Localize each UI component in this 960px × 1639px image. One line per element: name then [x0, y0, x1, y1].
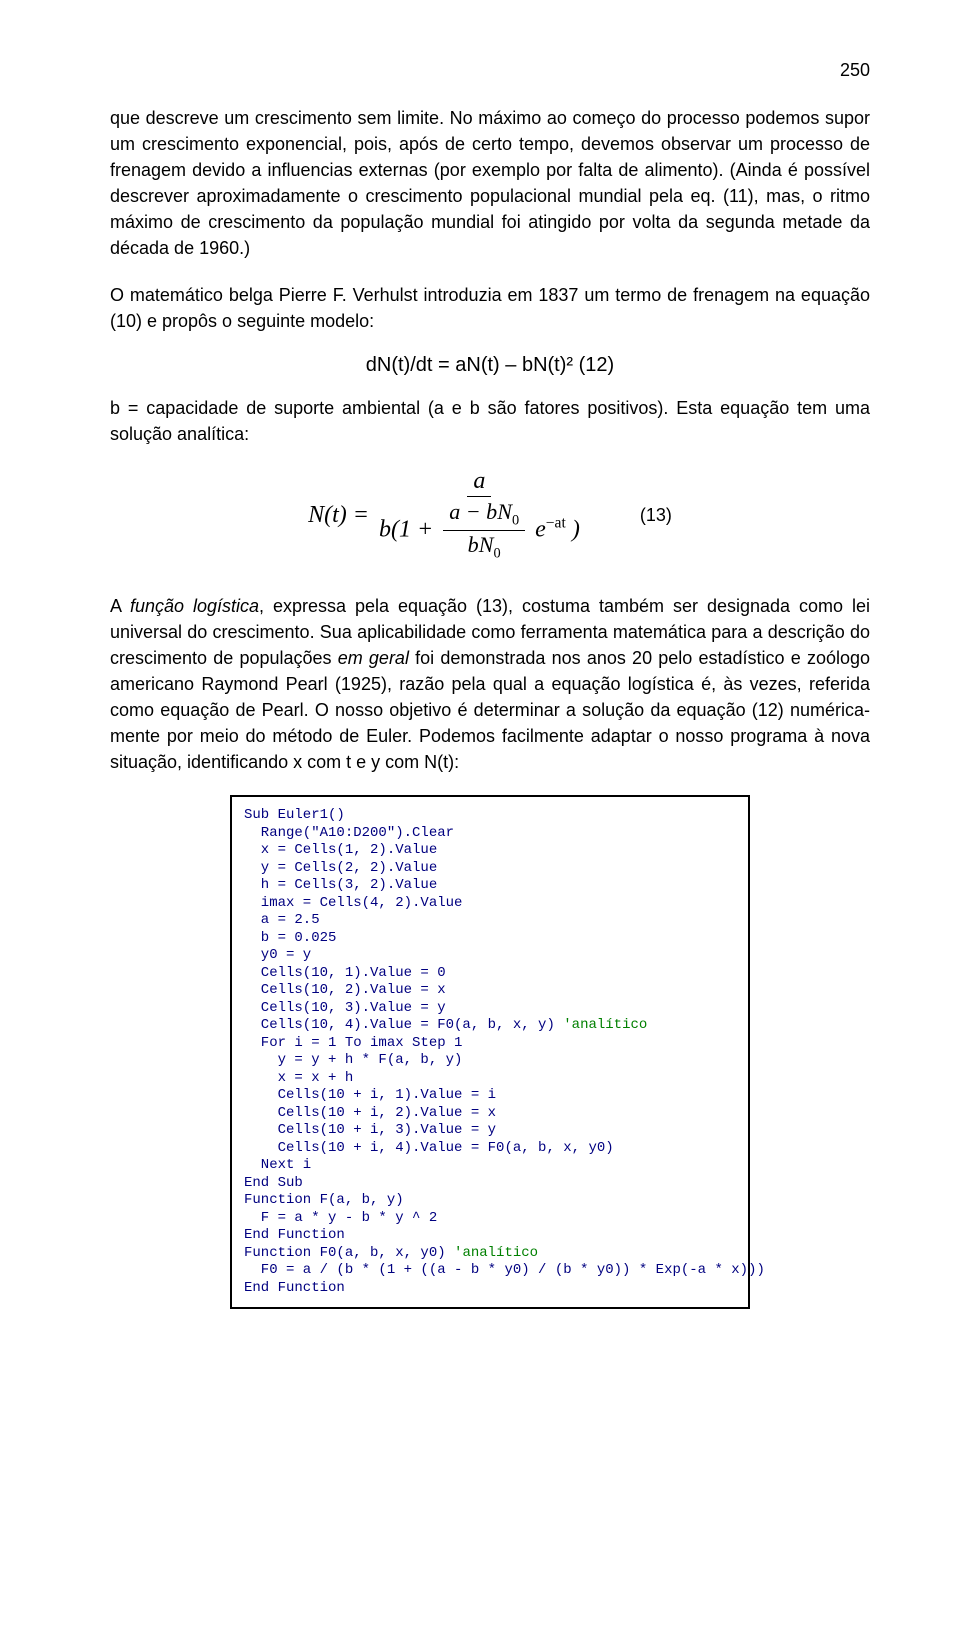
- eq13-denominator: b(1 + a − bN0 bN0 e−at ): [373, 497, 586, 565]
- eq13-number: (13): [640, 505, 672, 526]
- p4-seg1: A: [110, 596, 130, 616]
- eq13-inner-den-text: bN: [468, 532, 494, 557]
- eq13-den-prefix: b(1 +: [379, 516, 433, 542]
- paragraph-2: O matemático belga Pierre F. Verhulst in…: [110, 282, 870, 334]
- paragraph-4: A função logística, expressa pela equaçã…: [110, 593, 870, 776]
- page-number: 250: [110, 60, 870, 81]
- eq13-inner-num-sub: 0: [512, 512, 519, 528]
- equation-13: N(t) = a b(1 + a − bN0 bN0 e−at ): [110, 467, 870, 565]
- eq13-exp-sup: −at: [546, 514, 566, 531]
- eq13-den-suffix: ): [572, 516, 580, 542]
- eq13-inner-num-text: a − bN: [449, 499, 512, 524]
- code-content: Sub Euler1() Range("A10:D200").Clear x =…: [244, 807, 736, 1297]
- eq13-inner-den-sub: 0: [493, 546, 500, 562]
- eq13-numerator: a: [467, 467, 491, 497]
- equation-12: dN(t)/dt = aN(t) – bN(t)² (12): [110, 354, 870, 377]
- code-block: Sub Euler1() Range("A10:D200").Clear x =…: [230, 795, 750, 1309]
- eq13-inner-num: a − bN0: [443, 498, 525, 531]
- eq13-inner-fraction: a − bN0 bN0: [443, 498, 525, 564]
- eq13-outer-fraction: a b(1 + a − bN0 bN0 e−at ): [373, 467, 586, 565]
- eq13-exp-base: e: [535, 516, 546, 542]
- page-container: 250 que descreve um crescimento sem limi…: [0, 0, 960, 1349]
- eq13-inner-den: bN0: [462, 531, 507, 563]
- eq13-lhs: N(t) =: [308, 502, 369, 529]
- paragraph-1: que descreve um crescimento sem limite. …: [110, 105, 870, 262]
- p4-ital2: em geral: [338, 648, 409, 668]
- paragraph-3: b = capacidade de suporte ambiental (a e…: [110, 395, 870, 447]
- p4-ital1: função logística: [130, 596, 259, 616]
